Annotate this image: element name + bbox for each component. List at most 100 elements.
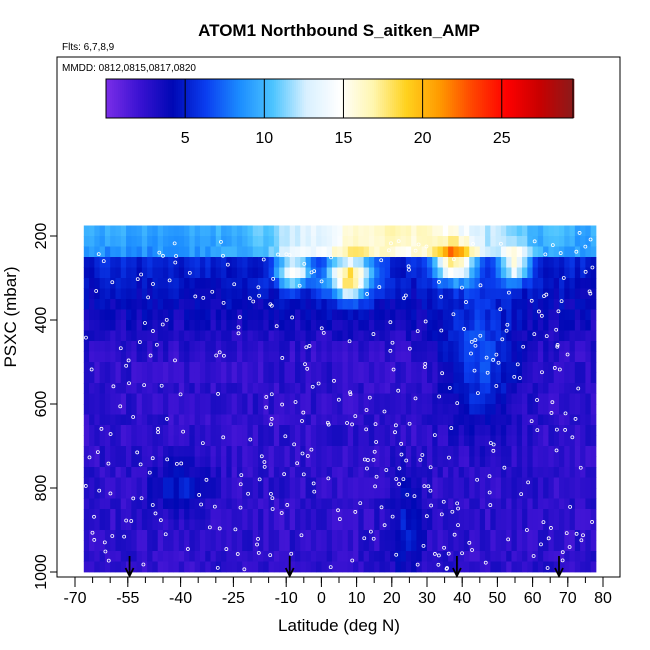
heatmap-cell: [305, 309, 312, 321]
heatmap-cell: [405, 509, 412, 520]
heatmap-cell: [442, 257, 449, 268]
heatmap-cell: [548, 488, 555, 499]
heatmap-cell: [115, 488, 122, 499]
heatmap-cell: [252, 435, 259, 447]
colorbar-swatch: [514, 79, 517, 118]
heatmap-cell: [131, 372, 137, 384]
heatmap-cell: [168, 288, 174, 300]
heatmap-cell: [99, 278, 106, 289]
heatmap-cell: [479, 561, 486, 573]
heatmap-cell: [411, 225, 417, 237]
heatmap-cell: [221, 414, 227, 426]
heatmap-cell: [585, 477, 592, 489]
colorbar-swatch: [386, 79, 389, 118]
heatmap-cell: [342, 341, 349, 352]
heatmap-cell: [242, 404, 248, 415]
heatmap-cell: [184, 351, 190, 363]
heatmap-cell: [479, 540, 486, 552]
heatmap-cell: [569, 414, 576, 426]
sample-point: [90, 530, 95, 535]
heatmap-cell: [342, 383, 349, 394]
heatmap-cell: [231, 414, 238, 426]
heatmap-cell: [569, 309, 576, 321]
heatmap-cell: [194, 414, 201, 426]
sample-point: [488, 503, 493, 507]
heatmap-cell: [580, 299, 586, 310]
heatmap-cell: [532, 467, 539, 478]
heatmap-cell: [152, 288, 159, 300]
heatmap-cell: [511, 362, 518, 373]
heatmap-cell: [574, 498, 581, 510]
heatmap-cell: [479, 530, 486, 541]
heatmap-cell: [522, 551, 528, 562]
heatmap-cell: [136, 372, 143, 384]
heatmap-cell: [226, 362, 233, 373]
heatmap-cell: [405, 404, 412, 415]
heatmap-cell: [463, 236, 470, 247]
sample-point: [310, 384, 315, 389]
sample-point: [99, 426, 104, 431]
sample-point: [462, 327, 466, 331]
heatmap-cell: [374, 477, 380, 489]
heatmap-cell: [284, 236, 291, 247]
heatmap-cell: [157, 498, 164, 510]
x-axis: -70 -55 -40 -25 -10 0 10 20 30 40 50 60 70 80: [63, 577, 612, 607]
heatmap-cell: [548, 257, 555, 268]
heatmap-cell: [231, 257, 238, 268]
heatmap-cell: [574, 299, 581, 310]
heatmap-cell: [400, 519, 407, 531]
sample-point: [225, 262, 230, 267]
heatmap-cell: [194, 288, 201, 300]
sample-point: [222, 353, 226, 358]
heatmap-cell: [184, 236, 190, 247]
heatmap-cell: [258, 236, 264, 247]
heatmap-cell: [353, 530, 359, 541]
sample-point: [452, 532, 457, 537]
heatmap-cell: [448, 299, 454, 310]
heatmap-cell: [284, 372, 291, 384]
heatmap-cell: [268, 488, 275, 499]
heatmap-cell: [569, 425, 576, 436]
heatmap-cell: [400, 225, 407, 237]
heatmap-cell: [300, 372, 306, 384]
heatmap-cell: [337, 435, 343, 447]
heatmap-cell: [495, 509, 502, 520]
heatmap-cell: [104, 435, 111, 447]
heatmap-cell: [194, 551, 201, 562]
heatmap-cell: [242, 530, 248, 541]
heatmap-cell: [178, 309, 185, 321]
heatmap-cell: [99, 246, 106, 258]
heatmap-cell: [242, 246, 248, 258]
sample-point: [574, 531, 579, 536]
heatmap-cell: [384, 446, 391, 457]
heatmap-cell: [152, 519, 159, 531]
heatmap-cell: [231, 446, 238, 457]
heatmap-cell: [295, 267, 301, 279]
heatmap-cell: [522, 320, 528, 331]
colorbar-swatch: [302, 79, 305, 118]
heatmap-cell: [199, 404, 206, 415]
heatmap-cell: [178, 540, 185, 552]
colorbar-swatch: [232, 79, 235, 118]
heatmap-cell: [553, 509, 560, 520]
heatmap-cell: [511, 404, 518, 415]
heatmap-cell: [337, 414, 343, 426]
heatmap-cell: [559, 509, 565, 520]
heatmap-cell: [184, 561, 190, 573]
heatmap-cell: [120, 446, 127, 457]
heatmap-cell: [226, 477, 233, 489]
heatmap-cell: [316, 425, 322, 436]
heatmap-cell: [353, 372, 359, 384]
heatmap-cell: [173, 530, 180, 541]
colorbar-swatch: [256, 79, 259, 118]
heatmap-cell: [374, 467, 380, 478]
heatmap-cell: [215, 278, 222, 289]
heatmap-cell: [83, 267, 90, 279]
heatmap-cell: [405, 288, 412, 300]
heatmap-cell: [295, 435, 301, 447]
heatmap-cell: [326, 383, 333, 394]
heatmap-cell: [437, 299, 444, 310]
heatmap-cell: [305, 530, 312, 541]
